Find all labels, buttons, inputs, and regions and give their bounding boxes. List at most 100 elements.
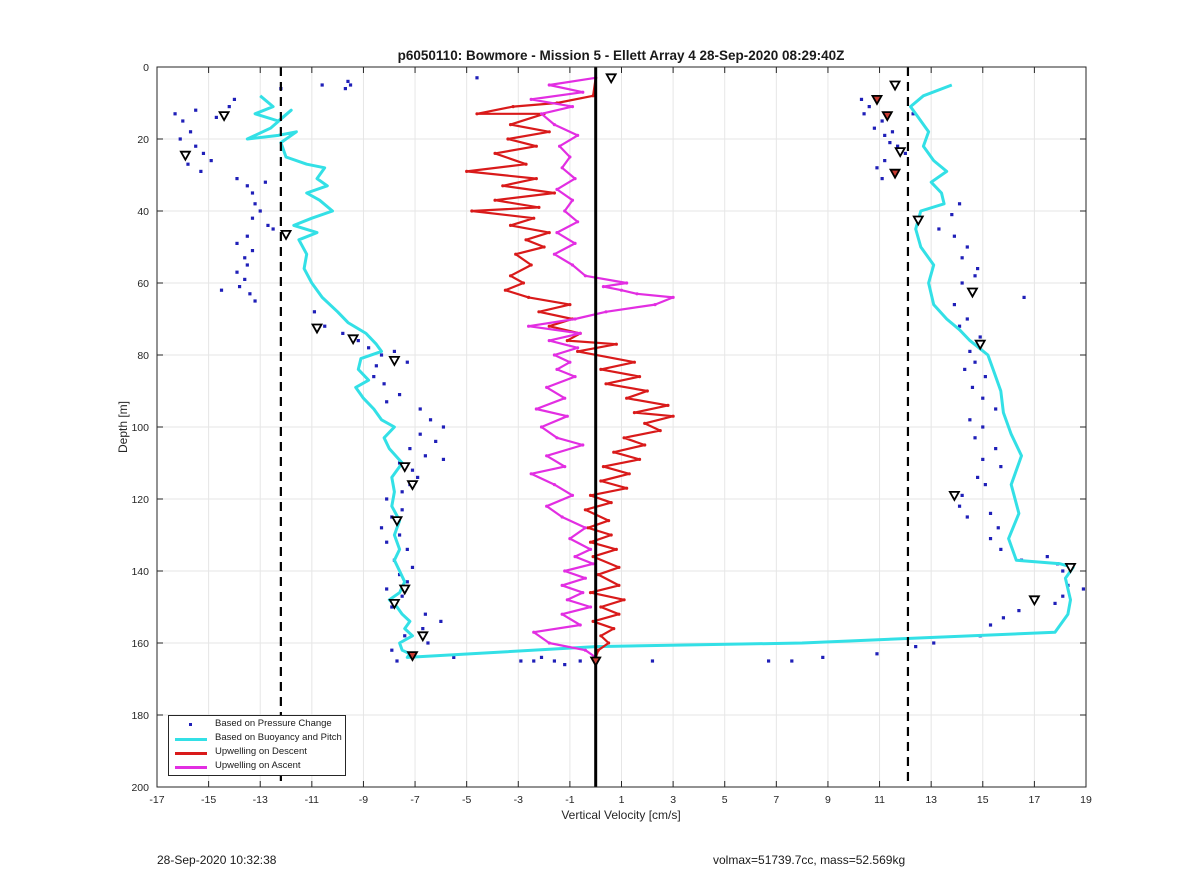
- series-marker: [617, 612, 621, 616]
- series-marker: [599, 367, 603, 371]
- series-marker: [619, 288, 624, 292]
- data-point: [253, 202, 257, 206]
- data-point: [976, 267, 980, 271]
- series-marker: [568, 303, 572, 307]
- data-point: [578, 659, 582, 663]
- series-3: [527, 76, 675, 660]
- series-marker: [671, 414, 675, 418]
- legend-swatch: [175, 738, 207, 741]
- y-tick-label: 120: [131, 494, 149, 506]
- series-marker: [581, 443, 585, 447]
- series-marker: [601, 285, 606, 289]
- x-tick-label: 15: [977, 794, 989, 806]
- series-marker: [570, 105, 575, 109]
- data-point: [981, 457, 985, 461]
- data-point: [235, 270, 239, 274]
- series-marker: [612, 627, 616, 631]
- x-tick-label: 11: [874, 794, 885, 806]
- data-point: [952, 234, 956, 238]
- series-marker: [627, 472, 631, 476]
- data-point: [875, 166, 879, 170]
- triangle-marker: [218, 111, 231, 122]
- data-point: [243, 277, 247, 281]
- series-marker: [545, 454, 549, 458]
- series-marker: [570, 198, 575, 202]
- triangle-marker: [605, 73, 618, 85]
- data-point: [883, 133, 887, 137]
- data-point: [439, 619, 443, 623]
- data-point: [356, 339, 360, 343]
- triangle-marker: [881, 111, 894, 122]
- series-marker: [583, 648, 587, 652]
- series-1: [245, 83, 1075, 659]
- series-marker: [625, 281, 629, 285]
- x-tick-label: -17: [149, 794, 164, 806]
- data-point: [250, 216, 255, 220]
- series-line: [527, 76, 675, 659]
- triangle-marker: [1064, 563, 1077, 574]
- series-marker: [632, 360, 637, 364]
- data-point: [379, 353, 384, 357]
- series-marker: [599, 479, 603, 483]
- series-marker: [563, 396, 567, 400]
- data-point: [312, 310, 317, 314]
- data-point: [423, 612, 427, 616]
- data-point: [237, 285, 242, 289]
- series-marker: [581, 591, 585, 595]
- data-point: [932, 641, 936, 645]
- series-marker: [658, 429, 662, 433]
- triangle-marker: [966, 287, 979, 299]
- triangle-marker: [416, 631, 429, 643]
- series-marker: [532, 630, 536, 634]
- series-marker: [588, 605, 593, 609]
- data-point: [988, 511, 993, 515]
- data-point: [201, 151, 206, 155]
- data-point: [968, 418, 972, 422]
- legend-marker-dot: [189, 723, 192, 726]
- data-point: [532, 659, 536, 663]
- series-line: [245, 83, 1075, 659]
- series-marker: [588, 493, 593, 497]
- data-point: [952, 303, 956, 307]
- data-point: [1045, 555, 1049, 559]
- triangle-marker: [310, 323, 324, 335]
- data-point: [978, 335, 982, 339]
- data-point: [263, 180, 267, 184]
- data-point: [996, 526, 1000, 530]
- x-tick-label: 1: [619, 794, 625, 806]
- triangle-marker: [894, 147, 907, 158]
- series-marker: [573, 241, 577, 245]
- series-marker: [612, 450, 616, 454]
- series-marker: [537, 310, 541, 314]
- data-point: [965, 245, 969, 249]
- triangle-marker: [948, 490, 961, 502]
- series-marker: [534, 144, 538, 148]
- data-point: [539, 655, 544, 659]
- data-point: [981, 396, 985, 400]
- series-marker: [465, 169, 469, 173]
- series-marker: [583, 274, 587, 278]
- y-tick-label: 180: [131, 710, 149, 722]
- series-marker: [547, 83, 551, 87]
- data-point: [994, 407, 998, 411]
- data-point: [400, 490, 404, 494]
- x-tick-label: 3: [670, 794, 676, 806]
- x-tick-label: 5: [722, 794, 728, 806]
- series-marker: [557, 144, 562, 148]
- data-point: [937, 227, 941, 231]
- series-marker: [508, 223, 513, 227]
- x-tick-label: 13: [925, 794, 937, 806]
- data-point: [650, 659, 655, 663]
- series-marker: [599, 634, 603, 638]
- series-marker: [563, 569, 567, 573]
- data-point: [397, 533, 402, 537]
- x-tick-label: 9: [825, 794, 831, 806]
- series-marker: [555, 187, 559, 191]
- series-marker: [539, 112, 544, 116]
- legend-label: Upwelling on Descent: [215, 746, 307, 757]
- series-marker: [614, 547, 618, 552]
- data-point: [250, 191, 255, 195]
- series-marker: [555, 231, 559, 235]
- legend-item-ascent: Upwelling on Ascent: [169, 760, 345, 774]
- series-marker: [568, 537, 572, 541]
